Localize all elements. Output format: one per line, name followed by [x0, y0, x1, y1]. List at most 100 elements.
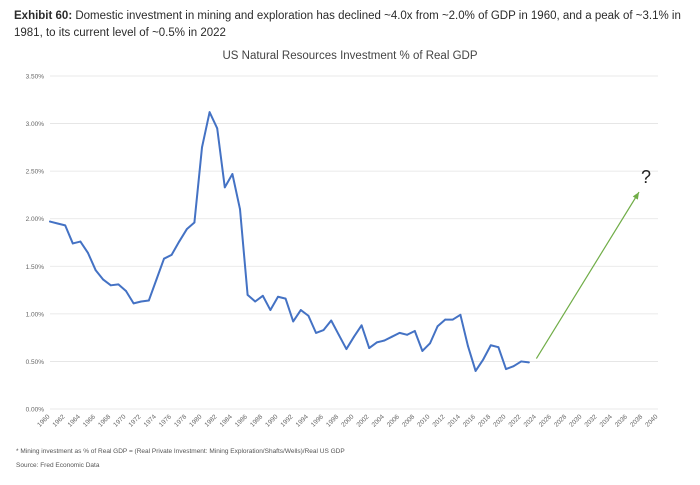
exhibit-caption: Exhibit 60: Domestic investment in minin…	[14, 8, 686, 42]
x-tick-label: 1970	[112, 413, 127, 428]
data-point	[216, 127, 219, 130]
x-tick-label: 2026	[538, 413, 553, 428]
chart-plot: 0.00% 0.50% 1.00% 1.50% 2.00% 2.50% 3.00% 3.50%…	[26, 74, 660, 429]
data-point	[413, 330, 416, 332]
data-point	[223, 186, 226, 189]
question-mark-annotation: ?	[641, 167, 651, 187]
data-point	[337, 333, 340, 336]
trend-arrow-line	[535, 191, 640, 359]
data-point	[163, 257, 165, 260]
data-point	[170, 253, 173, 256]
data-point	[299, 309, 302, 311]
data-point	[284, 297, 287, 300]
data-point	[56, 222, 59, 225]
data-point	[64, 224, 67, 227]
data-point	[497, 346, 500, 349]
data-point	[254, 300, 257, 303]
exhibit-text: Domestic investment in mining and explor…	[14, 10, 681, 39]
x-tick-label: 1972	[127, 413, 142, 428]
x-tick-label: 2038	[629, 413, 644, 428]
data-point	[436, 325, 439, 328]
data-point	[451, 318, 454, 321]
x-tick-label: 2032	[583, 413, 598, 428]
data-point	[360, 324, 363, 327]
data-point	[489, 344, 492, 347]
x-tick-label: 2012	[431, 413, 446, 428]
x-tick-label: 2036	[614, 413, 629, 428]
x-tick-label: 1974	[143, 413, 158, 428]
data-point	[353, 335, 355, 338]
x-tick-label: 1964	[67, 413, 82, 428]
x-tick-label: 1980	[188, 413, 203, 428]
x-tick-label: 2002	[355, 413, 370, 428]
x-tick-label: 2014	[447, 413, 462, 428]
data-point	[444, 318, 447, 321]
y-axis-ticks: 0.00% 0.50% 1.00% 1.50% 2.00% 2.50% 3.00% 3.50%	[26, 74, 45, 414]
data-point	[375, 341, 378, 344]
x-tick-label: 2034	[599, 413, 614, 428]
data-point	[383, 339, 386, 342]
data-point	[512, 365, 515, 368]
x-tick-label: 2004	[371, 413, 386, 428]
x-tick-label: 1962	[51, 413, 66, 428]
data-point	[527, 361, 530, 364]
data-point	[398, 331, 401, 334]
data-point	[239, 208, 241, 211]
data-point	[246, 293, 249, 296]
x-axis-ticks: 1960 1962 1964 1966 1968 1970 1972 1974 1976 1978…	[36, 413, 659, 428]
data-point	[330, 319, 333, 322]
x-tick-label: 1992	[279, 413, 294, 428]
data-point	[132, 302, 135, 305]
data-point	[459, 313, 462, 316]
data-point	[87, 252, 89, 254]
trend-arrow-head-icon	[632, 192, 639, 200]
x-tick-label: 1984	[219, 413, 234, 428]
series-line	[49, 111, 530, 372]
x-tick-label: 2010	[416, 413, 431, 428]
x-tick-label: 2024	[523, 413, 538, 428]
data-point	[155, 278, 158, 281]
data-point	[185, 228, 188, 231]
footnote-source: Source: Fred Economic Data	[16, 462, 100, 469]
data-point	[391, 335, 393, 338]
y-tick-label: 1.50%	[26, 264, 45, 271]
y-tick-label: 3.50%	[26, 74, 45, 81]
x-tick-label: 1986	[234, 413, 249, 428]
x-tick-label: 1966	[82, 413, 97, 428]
data-point	[125, 290, 127, 292]
data-point	[474, 370, 477, 372]
chart-title: US Natural Resources Investment % of Rea…	[222, 50, 478, 62]
x-tick-label: 2020	[492, 413, 507, 428]
x-tick-label: 2028	[553, 413, 568, 428]
y-tick-label: 2.00%	[26, 216, 45, 223]
data-point	[307, 314, 310, 317]
data-point	[102, 278, 105, 281]
data-point	[322, 329, 325, 331]
x-tick-label: 2040	[644, 413, 659, 428]
series-layer	[49, 111, 530, 372]
data-point	[140, 300, 143, 303]
data-point	[201, 146, 203, 149]
data-point	[520, 360, 523, 363]
data-point	[292, 320, 295, 323]
x-tick-label: 1998	[325, 413, 340, 428]
data-point	[231, 173, 234, 175]
data-point	[277, 295, 279, 298]
data-point	[261, 294, 264, 297]
x-tick-label: 1968	[97, 413, 112, 428]
y-tick-label: 2.50%	[26, 169, 45, 176]
y-tick-label: 1.00%	[26, 311, 45, 318]
data-point	[109, 284, 112, 287]
data-point	[208, 111, 211, 114]
x-tick-label: 2030	[568, 413, 583, 428]
data-point	[505, 368, 507, 370]
annotation-layer: ?	[535, 167, 651, 359]
data-point	[117, 283, 120, 286]
data-point	[406, 333, 409, 336]
x-tick-label: 2008	[401, 413, 416, 428]
y-tick-label: 0.00%	[26, 407, 45, 414]
x-tick-label: 1996	[310, 413, 325, 428]
data-point	[79, 240, 82, 243]
data-point	[71, 242, 74, 245]
x-tick-label: 2000	[340, 413, 355, 428]
